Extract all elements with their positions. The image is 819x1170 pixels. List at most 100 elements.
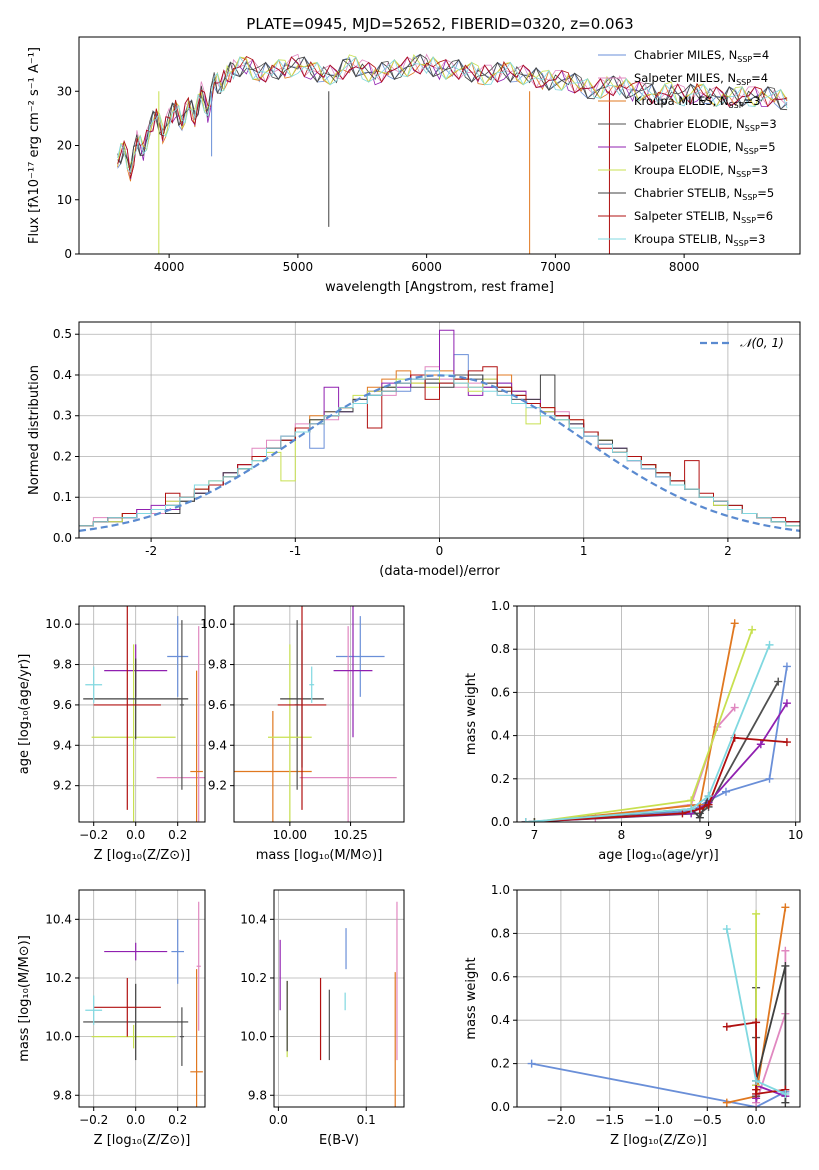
axes-spectrum: 4000 5000 6000 7000 8000 0 10 20 30 wavelength [A… [27,36,801,295]
x-tick-label: −1.5 [595,1113,624,1127]
errorbar-point-7 [277,606,327,810]
massweight-marker [748,625,757,634]
massweight-marker [678,809,687,818]
massweight-marker [752,909,761,918]
y-tick-label: 10.0 [240,1030,267,1044]
massweight-line-0 [525,666,788,822]
plot-area-residuals [79,322,800,538]
x-tick-label: 8 [618,828,626,842]
massweight-marker [782,662,791,671]
massweight-marker [774,677,783,686]
plot-area-massweight-vs-Z [517,890,800,1107]
x-tick-label: 0.0 [269,1113,288,1127]
x-tick-label: 0.0 [126,828,145,842]
errorbar-point-1 [299,626,397,822]
axes-frame [273,889,405,1108]
errorbar-point-2 [234,710,312,822]
y-tick-label: 9.4 [208,738,227,752]
plot-area-age-vs-Z [79,606,205,822]
y-tick-label: 9.8 [53,1088,72,1102]
massweight-marker [695,813,704,822]
y-tick-label: 1.0 [491,599,510,613]
y-tick-label: 9.6 [53,698,72,712]
axes-residuals: -2 -1 0 1 2 0.0 0.1 0.2 0.3 0.4 0.5 (data-model)/er… [27,321,801,579]
figure-title: PLATE=0945, MJD=52652, FIBERID=0320, z=0… [246,15,633,33]
x-tick-label: 0.0 [747,1113,766,1127]
errorbar-point-5 [91,644,176,822]
y-tick-label: 9.2 [53,779,72,793]
massweight-line-7 [525,736,787,822]
axes-mass-vs-Z: −0.2 0.0 0.2 9.8 10.0 10.2 10.4 Z [log₁₀(Z/Z⊙)]… [17,889,206,1148]
x-tick-label: 6000 [411,260,442,274]
legend-entry-0: Chabrier MILES, NSSP=4 [634,48,769,64]
errorbar-point-5 [268,644,312,822]
massweight-line-8 [525,644,771,822]
axes-age-vs-Z: −0.2 0.0 0.2 9.2 9.4 9.6 9.8 10.0 Z [log₁₀(Z/Z⊙)… [17,605,206,863]
axes-frame [233,605,405,823]
x-tick-label: −0.2 [79,1113,108,1127]
y-axis-label: mass [log₁₀(M/M⊙)] [17,935,32,1062]
y-tick-label: 0.3 [53,409,72,423]
x-tick-label: 0.2 [168,1113,187,1127]
errorbar-point-2 [190,969,203,1107]
massweight-marker [721,787,730,796]
x-tick-label: 1 [580,544,588,558]
y-tick-label: 0.4 [491,1013,510,1027]
legend-normal-label: 𝒩(0, 1) [740,336,784,350]
y-tick-label: 10 [57,193,72,207]
x-axis-label: (data-model)/error [379,564,500,579]
legend-entry-4: Salpeter ELODIE, NSSP=5 [634,140,776,156]
massweight-marker [704,800,713,809]
massweight-marker [781,961,790,970]
histogram-8 [79,370,800,538]
massweight-marker [704,792,713,801]
y-tick-label: 0.6 [491,970,510,984]
y-tick-label: 0.4 [491,729,510,743]
legend-entry-5: Kroupa ELODIE, NSSP=3 [634,163,768,179]
errorbar-point-7 [93,606,161,810]
x-tick-label: 4000 [154,260,185,274]
errorbar-point-0 [171,919,184,984]
massweight-marker [765,774,774,783]
x-tick-label: 10.00 [273,828,307,842]
errorbar-point-1 [196,901,201,1031]
y-tick-label: 0.8 [491,926,510,940]
massweight-marker [722,1022,731,1031]
y-axis-label: Normed distribution [27,365,42,495]
errorbar-point-6 [83,983,189,1061]
x-tick-label: 8000 [669,260,700,274]
legend-entry-6: Chabrier STELIB, NSSP=5 [634,186,774,202]
errorbar-point-8 [309,666,315,703]
axes-frame [78,605,206,823]
axes-frame [78,889,206,1108]
plot-area-spectrum [117,53,788,254]
legend-entry-2: Kroupa MILES, NSSP=3 [634,94,760,110]
plot-area-massweight-vs-age [517,606,800,822]
massweight-marker [752,1076,761,1085]
y-tick-label: 0.1 [53,490,72,504]
massweight-marker [781,1089,790,1098]
plot-area-mass-vs-Z [79,890,205,1107]
massweight-marker [521,818,530,822]
y-tick-label: 0.2 [53,449,72,463]
y-tick-label: 10.2 [45,971,72,985]
errorbar-point-1 [156,626,205,822]
y-tick-label: 9.8 [248,1088,267,1102]
y-axis-label: age [log₁₀(age/yr)] [17,654,32,775]
massweight-marker [722,925,731,934]
normal-curve [79,374,800,532]
y-tick-label: 10.4 [240,912,267,926]
errorbar-point-3 [179,1007,184,1066]
y-tick-label: 0.4 [53,368,72,382]
y-tick-label: 0.0 [491,1100,510,1114]
x-tick-label: 10 [788,828,803,842]
massweight-marker [782,738,791,747]
errorbar-point-0 [167,616,189,697]
massweight-marker [695,805,704,814]
y-tick-label: 9.4 [53,738,72,752]
y-tick-label: 0.0 [53,531,72,545]
axes-mass-vs-EBV: 0.0 0.1 9.8 10.0 10.2 10.4 E(B-V) [240,889,405,1148]
y-tick-label: 10.4 [45,912,72,926]
y-tick-label: 0.8 [491,642,510,656]
errorbar-point-7 [93,977,161,1037]
